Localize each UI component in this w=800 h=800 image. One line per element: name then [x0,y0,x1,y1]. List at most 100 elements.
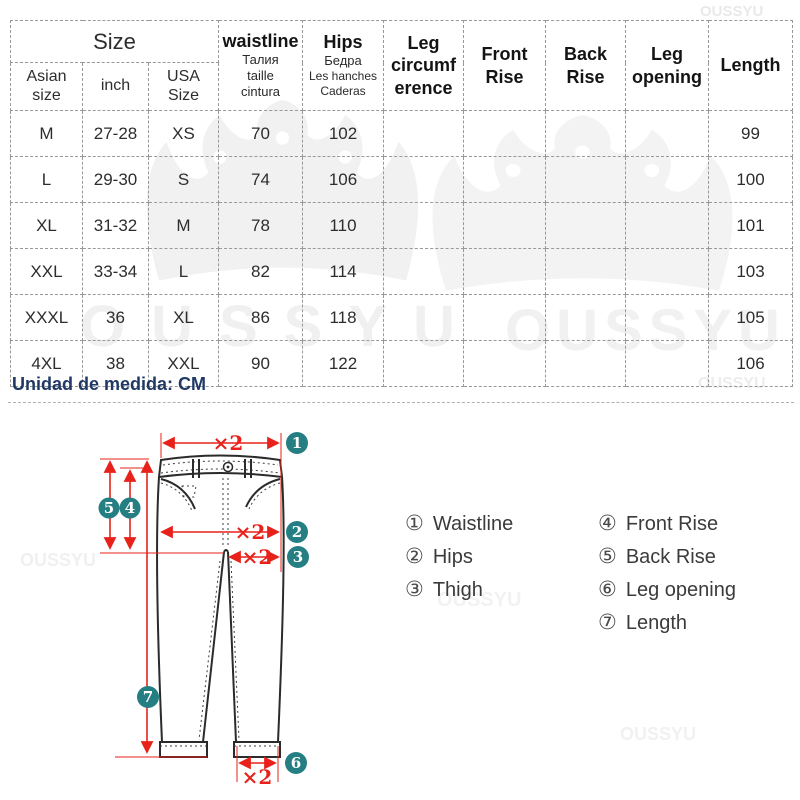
cell-front-rise [463,248,546,295]
cell-usa: XXL [148,340,219,387]
hips-title: Hips [323,31,363,52]
cell-inch: 31-32 [82,202,149,249]
cell-back-rise [545,156,626,203]
divider-line [8,402,794,403]
header-back-rise: Back Rise [545,20,626,111]
svg-text:6: 6 [291,754,301,772]
pants-measurement-diagram: ×2 ×2 ×2 ×2 1 2 3 4 5 6 7 [98,431,309,789]
cell-length: 105 [708,294,793,341]
circled-4-icon: ④ [598,512,617,535]
cell-usa: L [148,248,219,295]
svg-text:1: 1 [292,434,302,452]
pants-drawing-icon [156,454,285,758]
marker-2-hips [286,521,308,543]
svg-text:3: 3 [293,548,303,566]
circled-6-icon: ⑥ [598,578,617,601]
hips-sub-fr: Les hanches [308,69,378,84]
legend-left-column: ① Waistline ② Hips ③ Thigh [405,507,513,606]
header-leg-circumference: Leg circumference [383,20,464,111]
cell-front-rise [463,156,546,203]
table-row: M 27-28 XS 70 102 99 [10,110,793,157]
legend-item-thigh: ③ Thigh [405,578,483,601]
cell-back-rise [545,110,626,157]
table-row: XXL 33-34 L 82 114 103 [10,248,793,295]
legend-item-back-rise: ⑤ Back Rise [598,545,716,568]
cell-front-rise [463,294,546,341]
svg-text:7: 7 [143,688,153,706]
cell-size: M [10,110,83,157]
cell-hips: 102 [302,110,384,157]
cell-leg-opening [625,294,709,341]
cell-back-rise [545,202,626,249]
measure-markers: 1 2 3 4 5 6 7 [98,432,309,774]
circled-5-icon: ⑤ [598,545,617,568]
cell-leg-circumference [383,340,464,387]
cell-inch: 27-28 [82,110,149,157]
marker-6-leg-opening [285,752,307,774]
cell-length: 100 [708,156,793,203]
hips-sub-ru: Бедра [324,52,362,68]
waistline-sub-ru: Талия [242,51,279,67]
cell-waistline: 82 [218,248,303,295]
table-row: L 29-30 S 74 106 100 [10,156,793,203]
header-length: Length [708,20,793,111]
legend-item-waistline: ① Waistline [405,512,514,535]
marker-3-thigh [287,546,309,568]
cell-back-rise [545,294,626,341]
header-asian-size: Asian size [10,62,83,111]
cell-inch: 36 [82,294,149,341]
cell-leg-opening [625,156,709,203]
cell-waistline: 74 [218,156,303,203]
cell-front-rise [463,110,546,157]
cell-leg-circumference [383,294,464,341]
legend-item-front-rise: ④ Front Rise [598,512,719,535]
svg-text:OUSSYU: OUSSYU [700,3,763,20]
header-leg-opening: Leg opening [625,20,709,111]
cell-front-rise [463,340,546,387]
cell-size: XXXL [10,294,83,341]
cell-size: 4XL [10,340,83,387]
svg-text:OUSSYU: OUSSYU [20,550,96,570]
header-usa-size: USA Size [148,62,219,111]
marker-7-length [137,686,159,708]
table-row: XL 31-32 M 78 110 101 [10,202,793,249]
cell-hips: 106 [302,156,384,203]
marker-1-waistline [286,432,308,454]
cell-hips: 118 [302,294,384,341]
svg-text:4: 4 [125,499,135,517]
measurement-arrows: ×2 ×2 ×2 ×2 [100,431,282,789]
cell-hips: 110 [302,202,384,249]
unit-note: Unidad de medida: CM [12,374,207,394]
cell-waistline: 78 [218,202,303,249]
cell-leg-opening [625,110,709,157]
svg-text:OUSSYU: OUSSYU [437,589,521,611]
cell-size: XXL [10,248,83,295]
circled-2-icon: ② [405,545,424,568]
times2-label: ×2 [213,431,244,455]
cell-back-rise [545,340,626,387]
marker-5-back-rise [98,497,120,519]
legend-item-hips: ② Hips [405,545,473,568]
cell-length: 103 [708,248,793,295]
cell-length: 99 [708,110,793,157]
times2-label: ×2 [242,545,273,569]
svg-text:5: 5 [104,499,114,517]
circled-1-icon: ① [405,512,424,535]
cell-waistline: 86 [218,294,303,341]
table-row: 4XL 38 XXL 90 122 106 [10,340,793,387]
cell-inch: 33-34 [82,248,149,295]
svg-text:2: 2 [292,523,302,541]
circled-3-icon: ③ [405,578,424,601]
waistline-sub-fr: taille [247,67,274,83]
cell-inch: 38 [82,340,149,387]
cell-back-rise [545,248,626,295]
legend-item-length: ⑦ Length [598,611,687,634]
cell-front-rise [463,202,546,249]
header-row-1: Size waistline Талия taille cintura Hips… [10,20,793,111]
legend-item-leg-opening: ⑥ Leg opening [598,578,736,601]
cell-usa: XL [148,294,219,341]
cell-length: 106 [708,340,793,387]
header-waistline: waistline Талия taille cintura [218,20,303,111]
cell-hips: 114 [302,248,384,295]
cell-leg-opening [625,202,709,249]
